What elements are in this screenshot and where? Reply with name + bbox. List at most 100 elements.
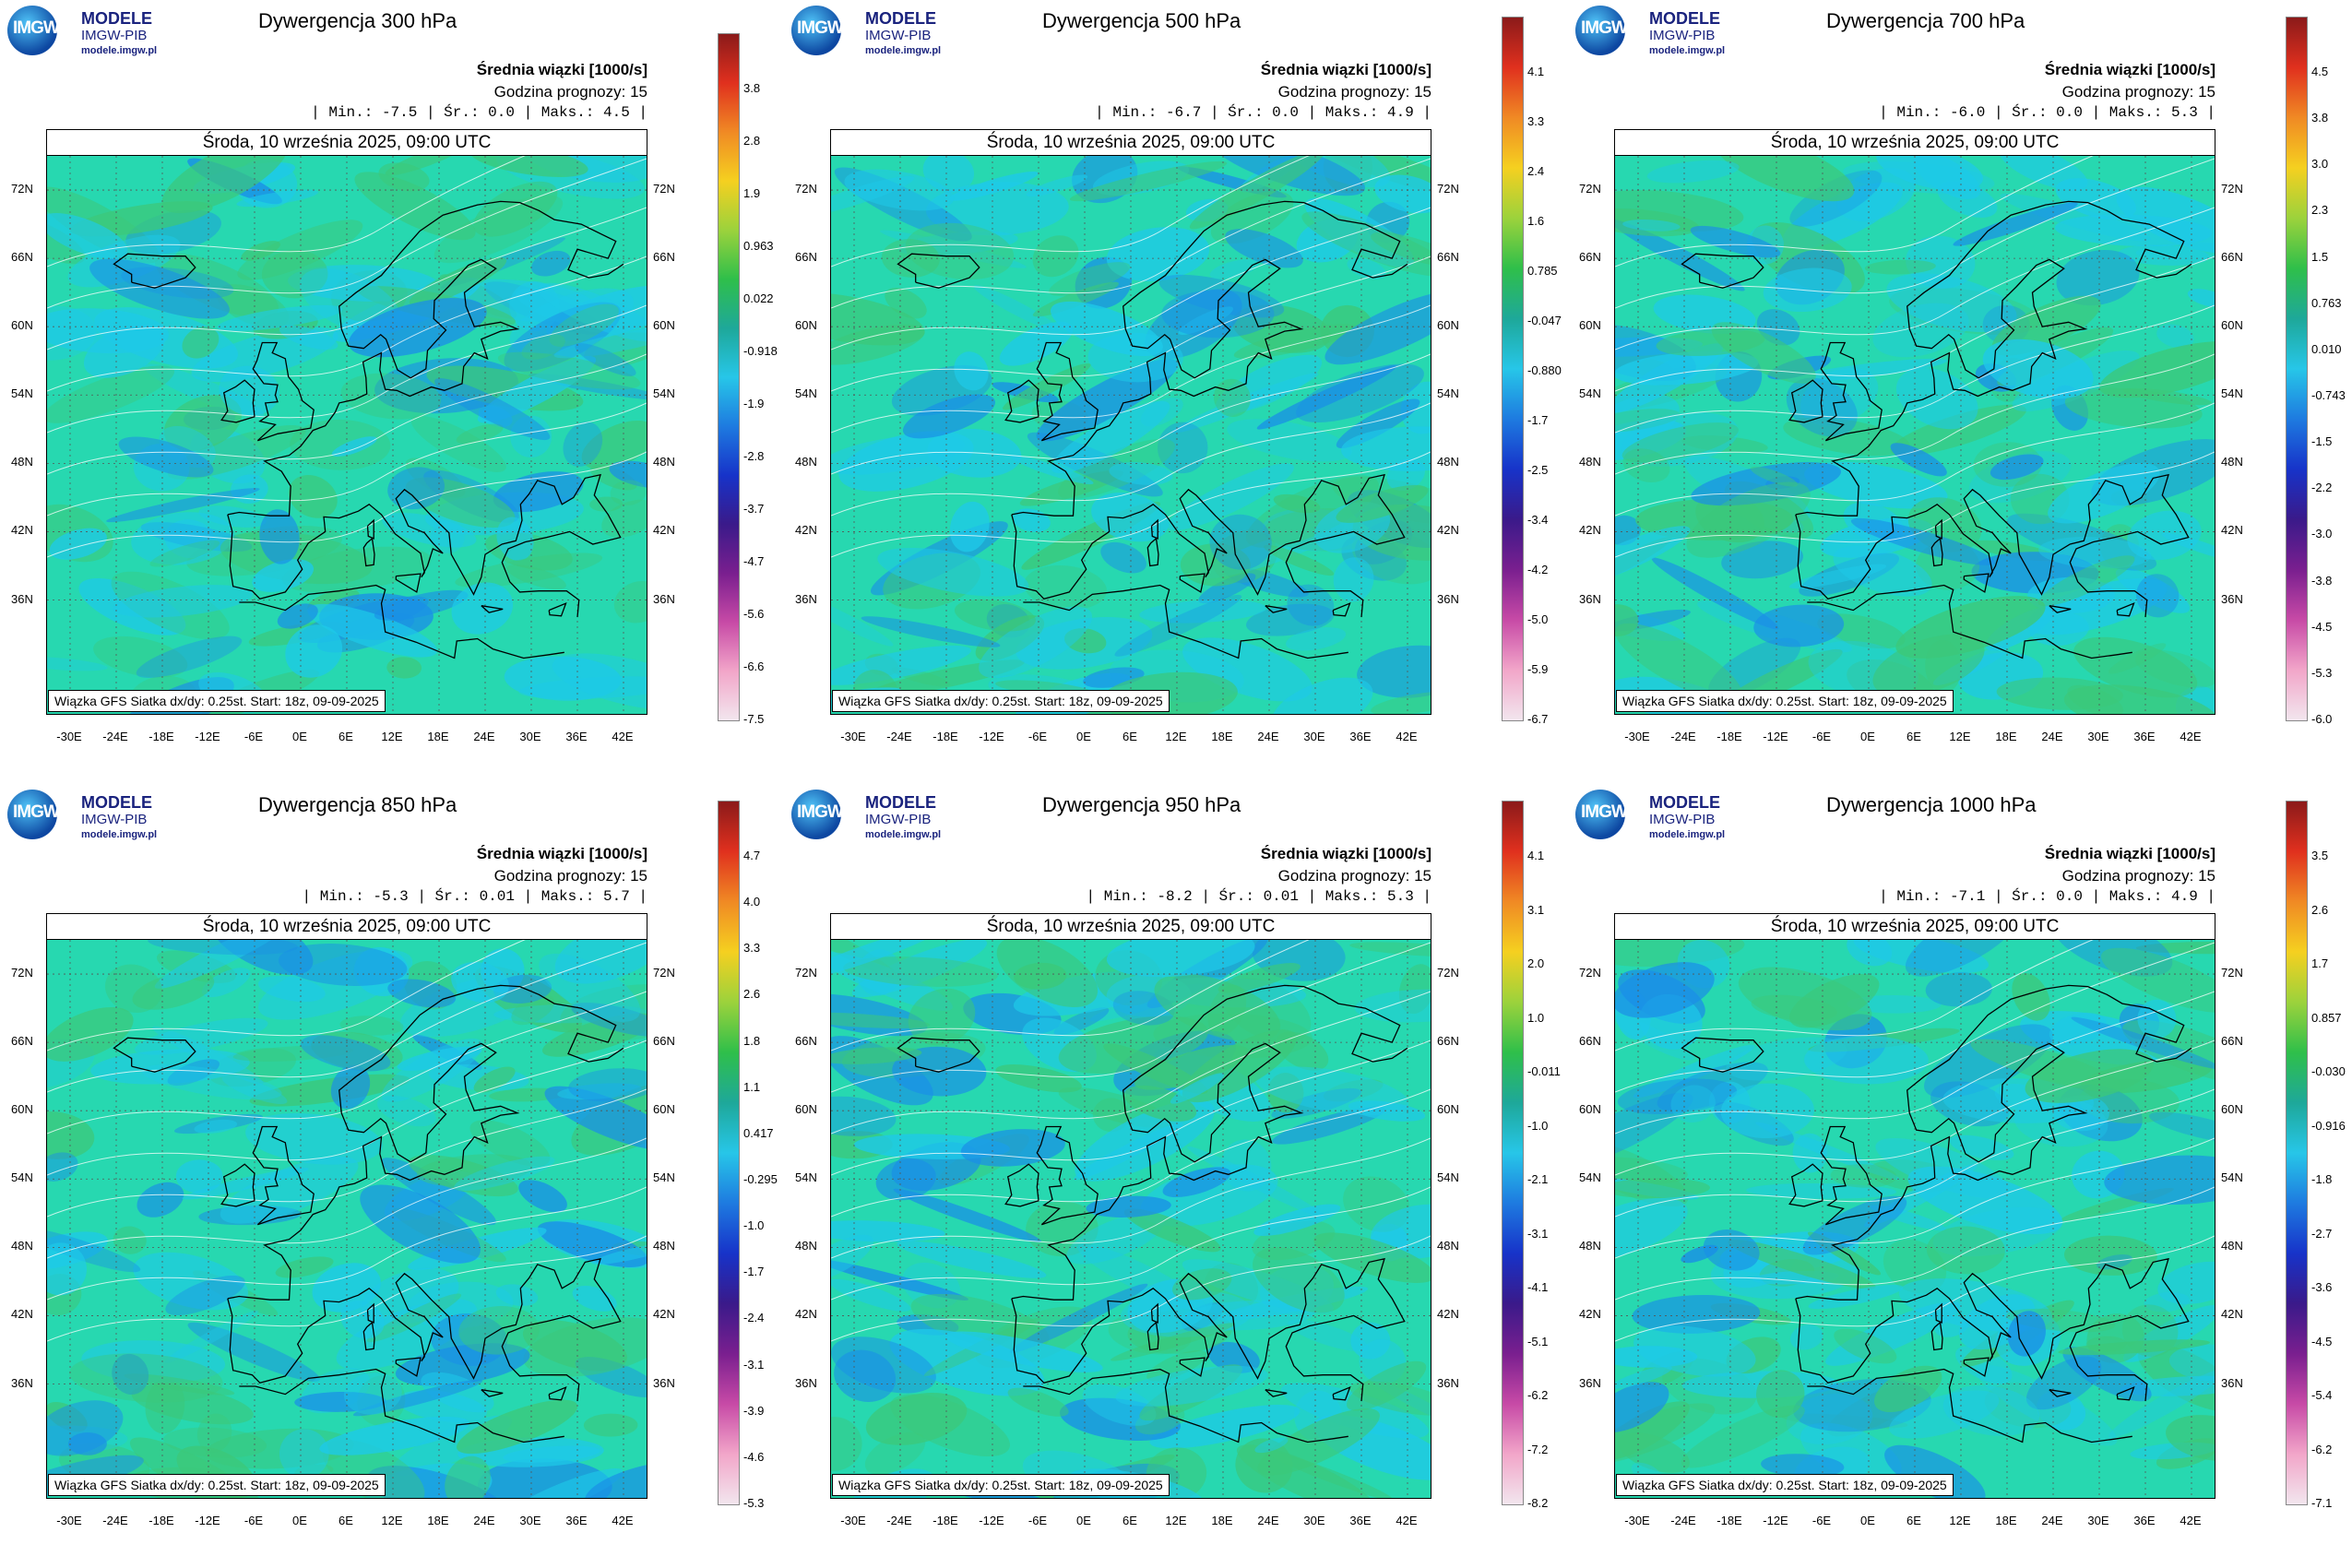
longitude-label: 6E <box>1907 730 1921 743</box>
field-blob <box>1341 426 1431 471</box>
field-blob <box>831 1096 897 1136</box>
field-blob <box>2137 999 2177 1039</box>
field-blob <box>1830 1164 1897 1188</box>
longitude-label: -30E <box>56 730 82 743</box>
coastline <box>113 253 196 289</box>
colorbar-tick-label: 2.4 <box>1527 164 1545 178</box>
field-blob <box>591 1242 647 1265</box>
coastline <box>1179 573 1206 593</box>
field-blob <box>124 1373 235 1396</box>
coastline <box>1150 518 1158 540</box>
longitude-label: 6E <box>339 1514 353 1527</box>
field-blob <box>1253 1204 1341 1237</box>
latitude-label: 66N <box>2221 1034 2243 1049</box>
contour-line <box>831 353 1431 475</box>
latitude-label: 72N <box>1579 966 1601 980</box>
field-blob <box>469 1120 551 1167</box>
field-blob <box>1763 267 1852 313</box>
field-blob <box>1621 422 1739 463</box>
field-blob <box>889 1328 1045 1396</box>
longitude-label: -12E <box>979 730 1004 743</box>
stats-line: | Min.: -5.3 | Śr.: 0.01 | Maks.: 5.7 | <box>302 888 647 905</box>
field-blob <box>1154 973 1281 1042</box>
latitude-label: 36N <box>1437 591 1459 606</box>
colorbar-tick-label: 1.6 <box>1527 214 1545 228</box>
coastline <box>1681 1037 1764 1073</box>
field-blob <box>279 325 339 350</box>
field-blob <box>47 656 108 671</box>
field-blob <box>2096 1254 2133 1270</box>
longitude-label: 24E <box>1257 730 1279 743</box>
field-blob <box>408 1155 518 1197</box>
field-blob <box>908 988 976 1046</box>
field-blob <box>1051 400 1170 474</box>
longitude-label: 12E <box>381 730 403 743</box>
latitude-label: 54N <box>2221 1170 2243 1185</box>
coastline <box>1011 473 1406 618</box>
logo-badge-text: IMGW <box>13 802 60 822</box>
longitude-label: 30E <box>1303 1514 1325 1527</box>
longitude-label: -24E <box>102 730 128 743</box>
colorbar-tick-label: -3.1 <box>743 1357 765 1372</box>
field-blob <box>575 343 636 376</box>
field-blob <box>1750 466 1798 487</box>
field-blob <box>360 1184 481 1264</box>
colorbar-tick-label: 4.1 <box>1527 849 1545 862</box>
field-blob <box>1357 645 1431 698</box>
latitude-label: 42N <box>795 1307 817 1322</box>
field-blob <box>154 940 294 989</box>
field-blob <box>1139 1364 1243 1421</box>
field-blob <box>1227 419 1352 462</box>
field-blob <box>1872 634 1985 697</box>
field-blob <box>1657 1062 1768 1111</box>
coastline <box>548 602 567 617</box>
coastline <box>1146 1321 1159 1351</box>
colorbar-tick-label: -6.2 <box>2311 1442 2333 1456</box>
field-blob <box>1100 541 1146 574</box>
field-blob <box>552 653 647 710</box>
field-blob <box>285 624 343 678</box>
colorbar-tick-label: -0.047 <box>1527 314 1562 327</box>
field-blob <box>47 1152 78 1182</box>
field-blob <box>1317 156 1431 196</box>
colorbar-tick-label: 0.417 <box>743 1125 774 1140</box>
field-blob <box>336 1299 478 1371</box>
colorbar-tick-label: 4.0 <box>743 895 761 909</box>
latitude-label: 48N <box>11 1239 33 1253</box>
imgw-logo: IMGW MODELE IMGW-PIB modele.imgw.pl <box>1575 6 1732 57</box>
field-blob <box>133 1252 249 1311</box>
longitude-label: 36E <box>1349 1514 1372 1527</box>
field-blob <box>348 298 487 358</box>
field-blob <box>149 540 220 567</box>
contour-line <box>47 1186 647 1301</box>
longitude-label: 24E <box>473 1514 495 1527</box>
field-blob <box>861 616 1001 647</box>
imgw-logo: IMGW MODELE IMGW-PIB modele.imgw.pl <box>791 790 948 841</box>
colorbar-tick-label: -3.4 <box>1527 513 1549 527</box>
field-blob <box>1788 358 1948 383</box>
field-blob <box>397 1046 482 1071</box>
field-blob <box>1890 404 2026 457</box>
field-blob <box>495 1284 539 1307</box>
latitude-label: 36N <box>1579 1375 1601 1390</box>
colorbar-tick-label: -1.0 <box>743 1218 765 1233</box>
field-blob <box>104 964 162 1014</box>
coastline <box>1795 200 2192 517</box>
series-label: Średnia wiązki [1000/s] <box>476 61 647 78</box>
latitude-label: 66N <box>1437 1034 1459 1049</box>
longitude-label: -12E <box>195 730 220 743</box>
latitude-label: 48N <box>653 1239 675 1253</box>
field-blob <box>1288 1319 1369 1351</box>
colorbar-tick-label: 0.763 <box>2311 295 2342 310</box>
field-blob <box>944 1331 1103 1372</box>
field-blob <box>217 304 343 331</box>
logo-line2: IMGW-PIB <box>1649 28 1716 43</box>
latitude-label: 42N <box>1437 523 1459 538</box>
coastline <box>1011 984 1408 1301</box>
field-blob <box>1942 1385 2040 1436</box>
latitude-label: 54N <box>1579 386 1601 401</box>
longitude-label: -18E <box>1716 730 1742 743</box>
colorbar-tick-label: -5.9 <box>1527 662 1549 676</box>
latitude-label: 54N <box>1437 1170 1459 1185</box>
field-blob <box>563 422 603 467</box>
